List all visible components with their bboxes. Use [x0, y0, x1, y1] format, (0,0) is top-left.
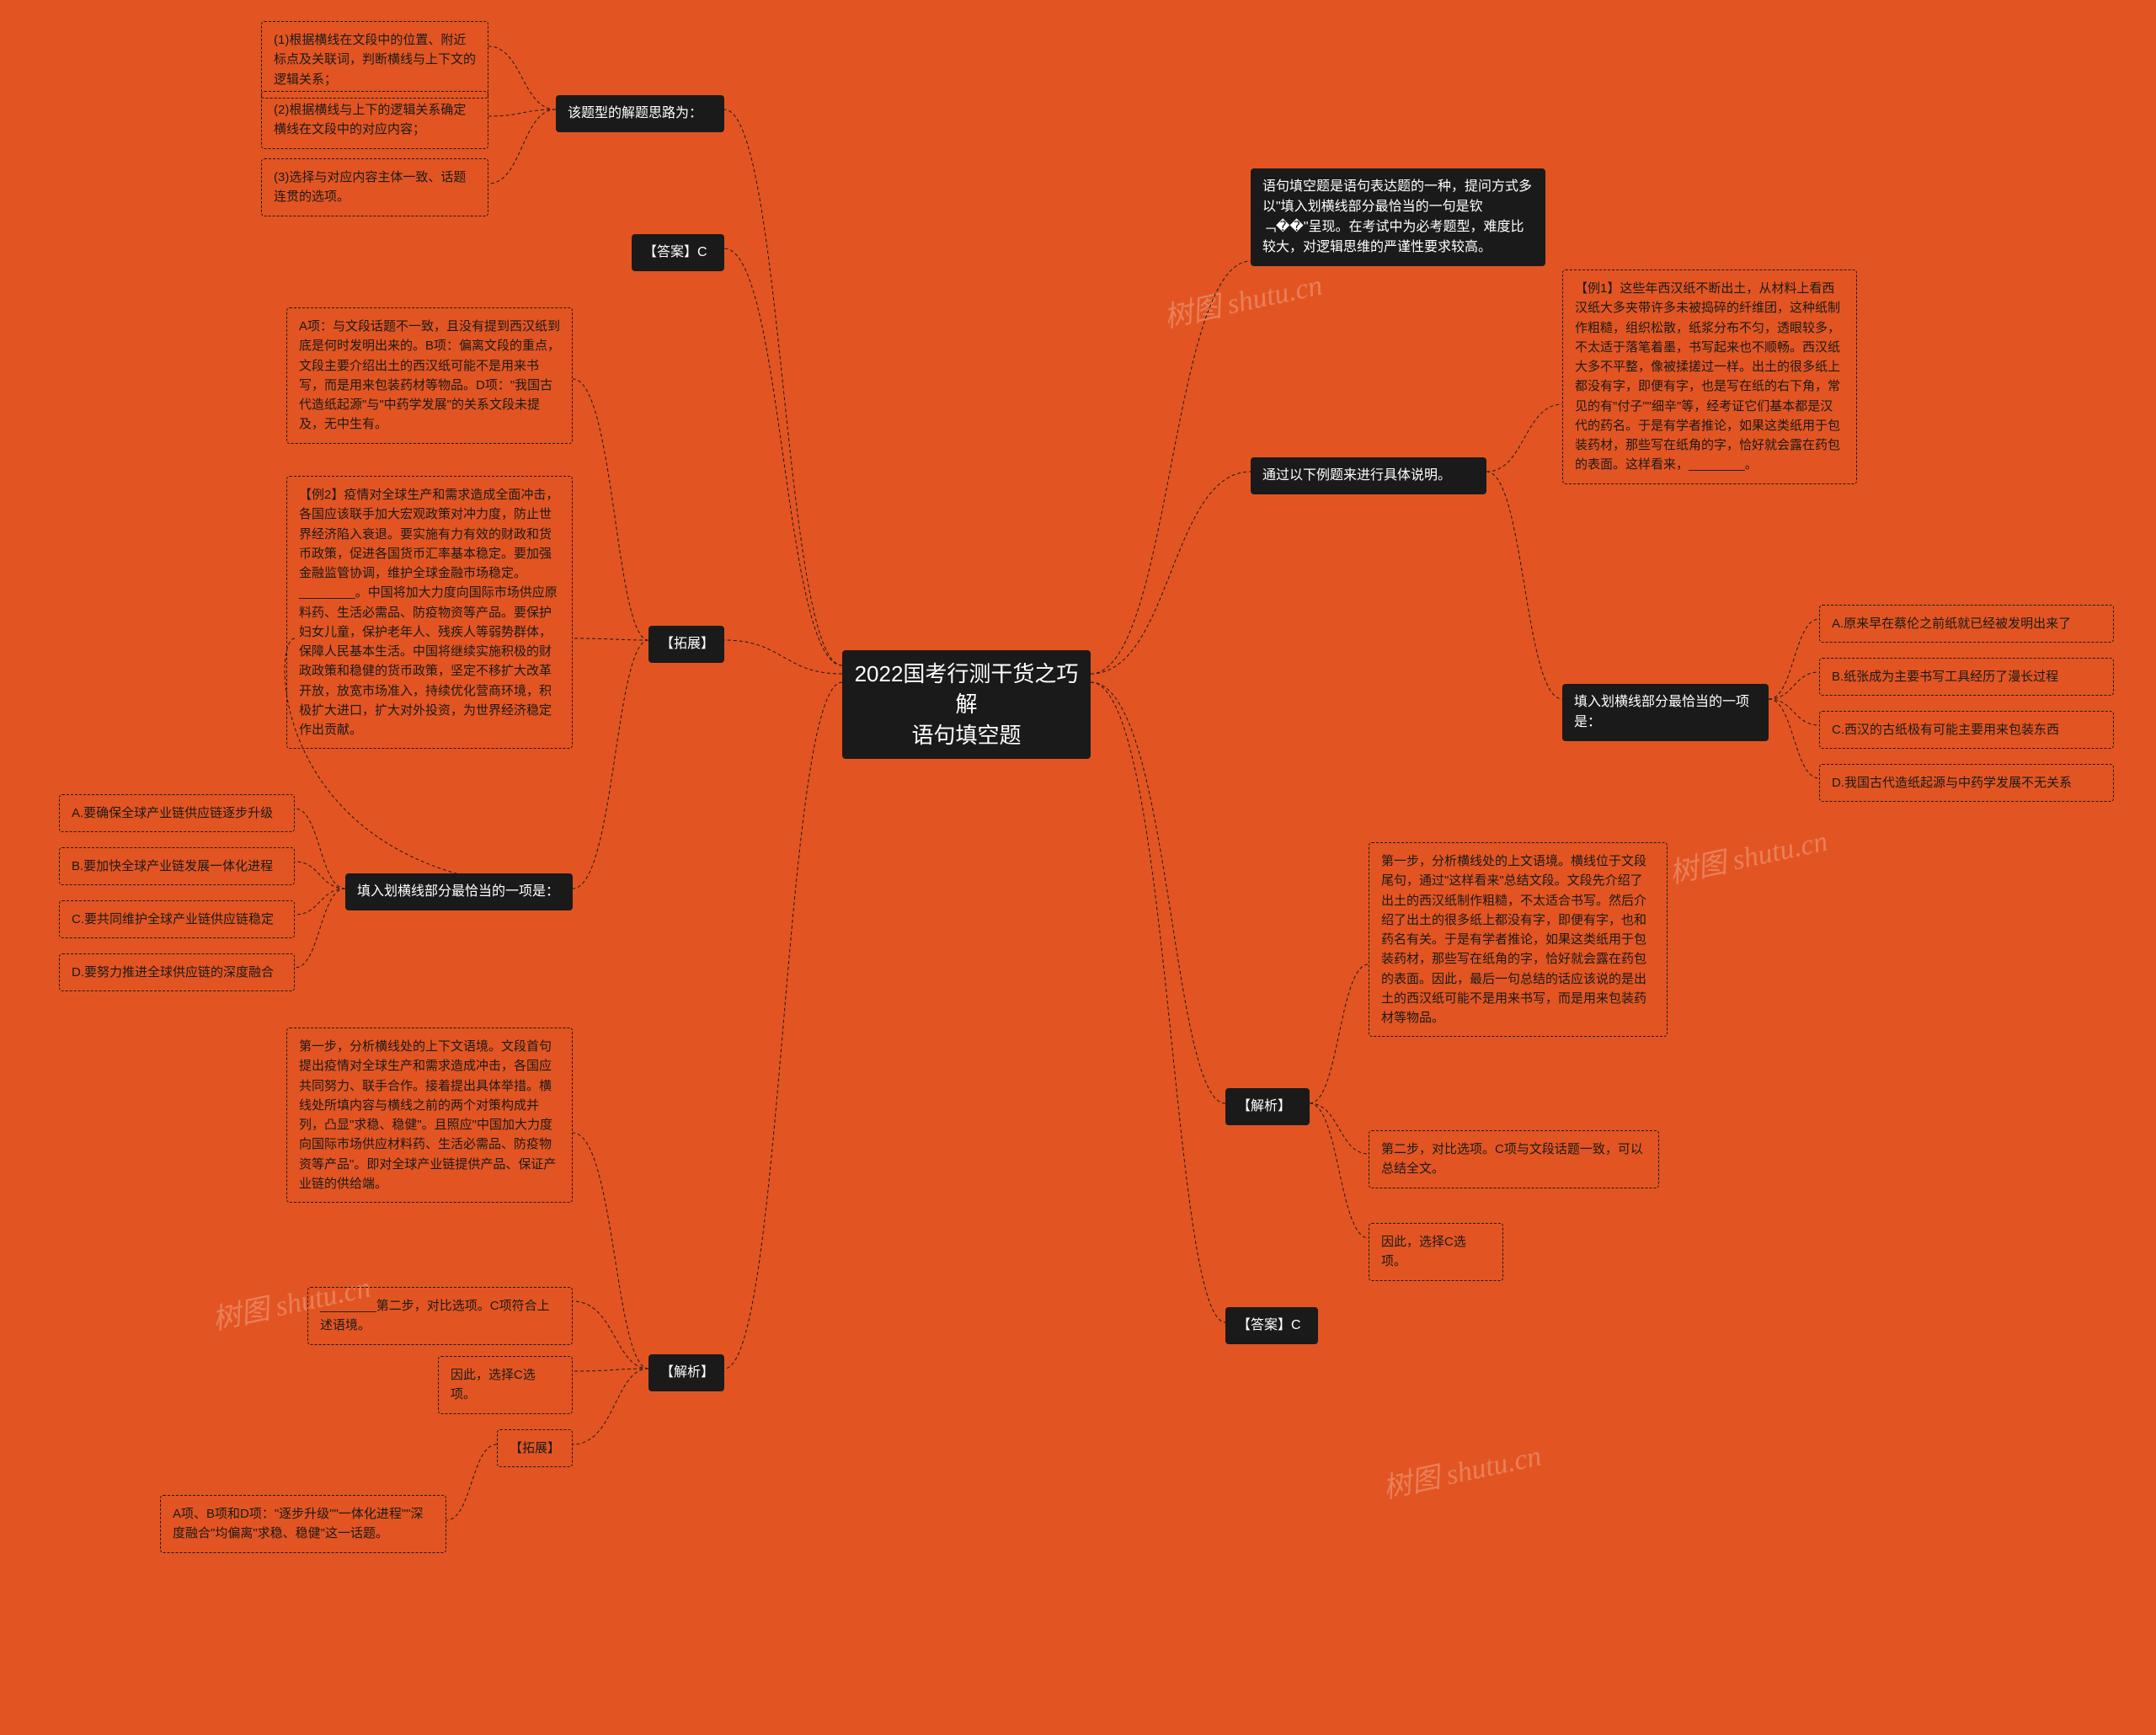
left-analysis2-title: 【解析】 — [648, 1354, 724, 1391]
right-blank-title: 填入划横线部分最恰当的一项是： — [1562, 684, 1769, 741]
left-expand-text: A项：与文段话题不一致，且没有提到西汉纸到底是何时发明出来的。B项：偏离文段的重… — [286, 307, 573, 444]
watermark: 树图 shutu.cn — [1665, 818, 1831, 892]
left-expand-title: 【拓展】 — [648, 626, 724, 663]
left-strategy-3: (3)选择与对应内容主体一致、话题连贯的选项。 — [261, 158, 488, 216]
left-analysis2-final: 因此，选择C选项。 — [438, 1356, 573, 1414]
right-answer: 【答案】C — [1225, 1307, 1318, 1344]
left-answer: 【答案】C — [632, 234, 724, 271]
left-opt2-c: C.要共同维护全球产业链供应链稳定 — [59, 900, 295, 938]
right-analysis-step2: 第二步，对比选项。C项与文段话题一致，可以总结全文。 — [1369, 1130, 1659, 1188]
right-analysis-title: 【解析】 — [1225, 1088, 1310, 1125]
right-opt-a: A.原来早在蔡伦之前纸就已经被发明出来了 — [1819, 605, 2114, 643]
connector-lines — [0, 0, 2156, 1735]
right-example1: 【例1】这些年西汉纸不断出土，从材料上看西汉纸大多夹带许多未被捣碎的纤维团，这种… — [1562, 270, 1857, 484]
right-analysis-step1: 第一步，分析横线处的上文语境。横线位于文段尾句，通过"这样看来"总结文段。文段先… — [1369, 842, 1668, 1037]
left-expand2-text: A项、B项和D项："逐步升级""一体化进程""深度融合"均偏离"求稳、稳健"这一… — [160, 1495, 446, 1553]
left-example2: 【例2】疫情对全球生产和需求造成全面冲击，各国应该联手加大宏观政策对冲力度，防止… — [286, 476, 573, 749]
left-opt2-b: B.要加快全球产业链发展一体化进程 — [59, 847, 295, 885]
center-node: 2022国考行测干货之巧解 语句填空题 — [842, 650, 1091, 759]
right-opt-b: B.纸张成为主要书写工具经历了漫长过程 — [1819, 658, 2114, 696]
left-strategy-2: (2)根据横线与上下的逻辑关系确定横线在文段中的对应内容； — [261, 91, 488, 149]
right-summary: 语句填空题是语句表达题的一种，提问方式多以"填入划横线部分最恰当的一句是钦﹁��… — [1251, 168, 1545, 266]
left-strategy-1: (1)根据横线在文段中的位置、附近标点及关联词，判断横线与上下文的逻辑关系； — [261, 21, 488, 99]
right-opt-c: C.西汉的古纸极有可能主要用来包装东西 — [1819, 711, 2114, 749]
left-analysis2-step1: 第一步，分析横线处的上下文语境。文段首句提出疫情对全球生产和需求造成冲击，各国应… — [286, 1028, 573, 1203]
center-line2: 语句填空题 — [911, 723, 1021, 748]
left-opt2-d: D.要努力推进全球供应链的深度融合 — [59, 953, 295, 991]
center-line1: 2022国考行测干货之巧解 — [855, 661, 1079, 717]
watermark: 树图 shutu.cn — [1379, 1433, 1545, 1507]
right-analysis-final: 因此，选择C选项。 — [1369, 1223, 1503, 1281]
watermark: 树图 shutu.cn — [1160, 262, 1326, 336]
left-strategy-title: 该题型的解题思路为： — [556, 95, 724, 132]
left-analysis2-step2: ________第二步，对比选项。C项符合上述语境。 — [307, 1287, 573, 1345]
left-opt2-a: A.要确保全球产业链供应链逐步升级 — [59, 794, 295, 832]
left-blank-title2: 填入划横线部分最恰当的一项是： — [345, 873, 573, 910]
left-expand2-title: 【拓展】 — [497, 1429, 573, 1467]
right-opt-d: D.我国古代造纸起源与中药学发展不无关系 — [1819, 764, 2114, 802]
right-example-title: 通过以下例题来进行具体说明。 — [1251, 457, 1486, 494]
